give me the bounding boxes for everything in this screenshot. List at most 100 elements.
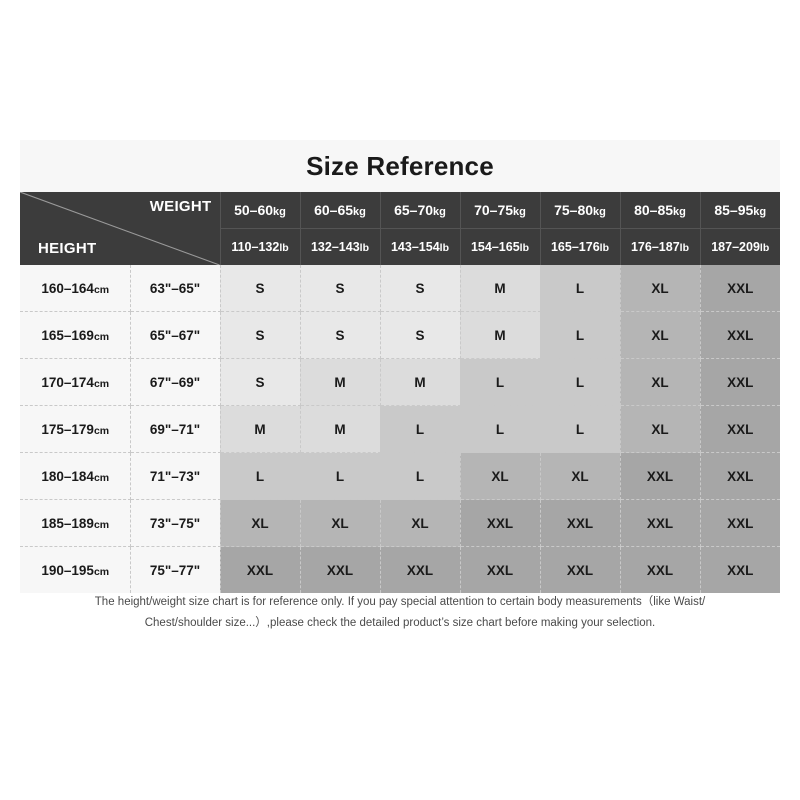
table-row: 165–169cm 65"–67" S S S M L XL XXL — [20, 311, 780, 359]
weight-lb-unit: lb — [679, 242, 689, 254]
weight-lb-value: 110–132 — [231, 240, 280, 254]
size-chart-card: Size Reference — [20, 140, 780, 593]
header-weight-kg-1: 50–60kg — [219, 192, 300, 229]
weight-kg-value: 70–75 — [474, 202, 514, 218]
weight-lb-value: 165–176 — [550, 240, 600, 254]
height-inch-value: 73"–75" — [149, 515, 201, 531]
height-inch-value: 75"–77" — [149, 562, 201, 578]
header-weight-kg-6: 80–85kg — [619, 192, 700, 229]
height-inch-cell: 69"–71" — [130, 405, 221, 453]
height-inch-cell: 75"–77" — [130, 546, 221, 593]
size-value: M — [334, 374, 346, 390]
header-weight-kg-2: 60–65kg — [299, 192, 380, 229]
header-weight-kg-3: 65–70kg — [379, 192, 460, 229]
weight-kg-unit: kg — [273, 206, 286, 218]
size-value: XXL — [406, 562, 434, 578]
height-cm-unit: cm — [93, 424, 110, 437]
size-cell: XXL — [540, 499, 621, 547]
height-cm-cell: 165–169cm — [20, 311, 131, 359]
header-weight-lb-5: 165–176lb — [539, 228, 620, 265]
table-row: 170–174cm 67"–69" S M M L L XL XXL — [20, 358, 780, 406]
height-cm-cell: 185–189cm — [20, 499, 131, 547]
height-cm-unit: cm — [93, 377, 110, 390]
header-weight-kg-4: 70–75kg — [459, 192, 540, 229]
size-cell: XXL — [620, 499, 701, 547]
height-cm-value: 170–174 — [41, 374, 94, 390]
size-value: XXL — [727, 327, 754, 343]
weight-kg-unit: kg — [673, 206, 686, 218]
weight-kg-value: 85–95 — [714, 202, 754, 218]
size-value: XXL — [326, 562, 354, 578]
disclaimer-note: The height/weight size chart is for refe… — [20, 592, 780, 635]
header-weight-lb-2: 132–143lb — [299, 228, 380, 265]
height-cm-unit: cm — [93, 330, 110, 343]
table-row: 190–195cm 75"–77" XXL XXL XXL XXL XXL XXL XXL — [20, 546, 780, 593]
weight-lb-unit: lb — [519, 242, 529, 254]
weight-lb-unit: lb — [759, 242, 770, 254]
size-value: L — [575, 374, 585, 390]
size-value: M — [254, 421, 266, 437]
page-title: Size Reference — [306, 150, 494, 181]
size-value: L — [575, 327, 585, 343]
size-cell: XL — [540, 452, 621, 500]
size-cell: L — [380, 452, 461, 500]
chart-title-bar: Size Reference — [20, 140, 780, 192]
weight-lb-value: 187–209 — [711, 240, 760, 254]
size-value: XXL — [486, 515, 514, 531]
size-value: L — [335, 468, 345, 484]
header-weight-lb-6: 176–187lb — [619, 228, 700, 265]
size-cell: XXL — [460, 546, 541, 593]
header-weight-kg-5: 75–80kg — [539, 192, 620, 229]
size-value: S — [255, 374, 265, 390]
size-value: XL — [491, 468, 509, 484]
size-cell: XL — [620, 265, 701, 312]
size-value: XXL — [646, 562, 674, 578]
size-value: XL — [651, 280, 669, 296]
header-weight-kg-7: 85–95kg — [699, 192, 780, 229]
weight-lb-value: 154–165 — [470, 240, 520, 254]
size-value: L — [255, 468, 265, 484]
header-weight-lb-7: 187–209lb — [699, 228, 780, 265]
size-cell: XXL — [700, 265, 780, 312]
size-cell: XXL — [460, 499, 541, 547]
size-value: XXL — [727, 562, 754, 578]
header-row-lb: 110–132lb 132–143lb 143–154lb 154–165lb … — [20, 228, 780, 265]
size-value: XXL — [727, 374, 754, 390]
size-cell: L — [300, 452, 381, 500]
size-cell: XXL — [540, 546, 621, 593]
size-cell: XXL — [620, 546, 701, 593]
size-cell: XXL — [220, 546, 301, 593]
size-cell: M — [300, 405, 381, 453]
size-cell: XL — [220, 499, 301, 547]
size-value: XXL — [727, 515, 754, 531]
height-inch-value: 71"–73" — [149, 468, 201, 484]
size-cell: L — [540, 405, 621, 453]
height-cm-value: 180–184 — [41, 468, 94, 484]
height-inch-value: 65"–67" — [149, 327, 201, 343]
size-cell: L — [460, 358, 541, 406]
height-cm-unit: cm — [93, 518, 110, 531]
table-row: 180–184cm 71"–73" L L L XL XL XXL XXL — [20, 452, 780, 500]
height-cm-cell: 180–184cm — [20, 452, 131, 500]
disclaimer-line-2: Chest/shoulder size...）,please check the… — [144, 617, 656, 630]
size-cell: XXL — [700, 358, 780, 406]
size-value: L — [575, 280, 585, 296]
size-value: L — [495, 374, 505, 390]
header-corner-cell: WEIGHT HEIGHT — [20, 192, 220, 265]
weight-kg-unit: kg — [593, 206, 606, 218]
height-cm-cell: 175–179cm — [20, 405, 131, 453]
size-value: S — [255, 327, 265, 343]
height-cm-value: 190–195 — [41, 562, 94, 578]
size-value: XXL — [566, 562, 594, 578]
size-cell: S — [300, 265, 381, 312]
height-inch-cell: 73"–75" — [130, 499, 221, 547]
size-cell: S — [220, 358, 301, 406]
size-cell: M — [220, 405, 301, 453]
size-cell: XL — [620, 358, 701, 406]
size-cell: L — [460, 405, 541, 453]
size-cell: L — [540, 358, 621, 406]
size-value: M — [334, 421, 346, 437]
height-cm-value: 185–189 — [41, 515, 94, 531]
height-inch-cell: 71"–73" — [130, 452, 221, 500]
height-inch-cell: 65"–67" — [130, 311, 221, 359]
